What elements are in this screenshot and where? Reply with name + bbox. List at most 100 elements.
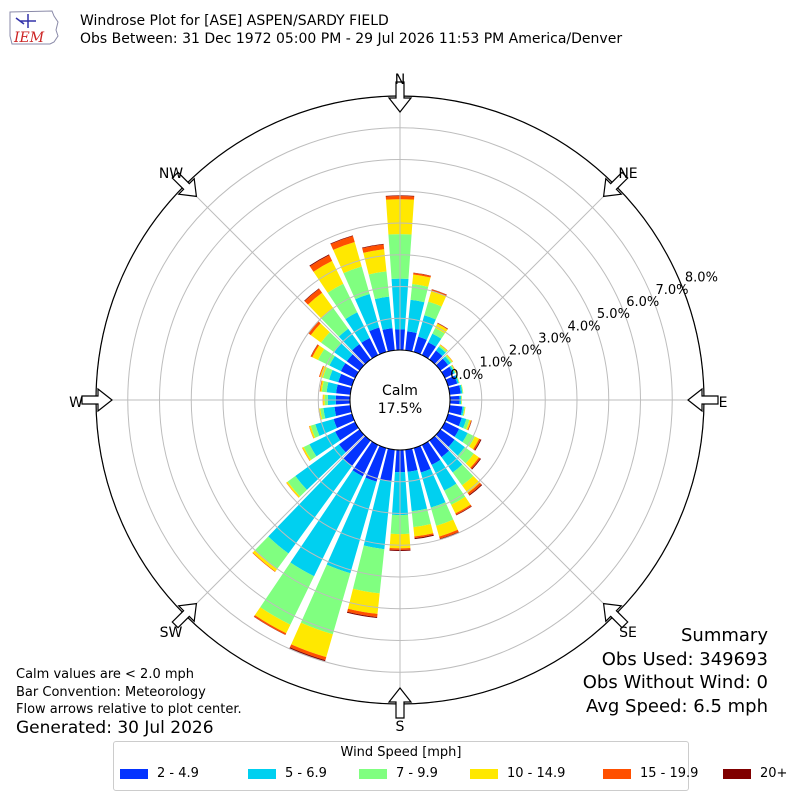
bar-40-3	[439, 344, 448, 352]
legend-item: 20+	[723, 766, 787, 781]
bar-300-3	[312, 345, 325, 360]
bar-330-5	[309, 254, 330, 267]
legend-item: 15 - 19.9	[603, 766, 698, 781]
bar-200-4	[289, 644, 327, 661]
legend-label: 10 - 14.9	[507, 766, 566, 781]
bar-150-5	[456, 505, 472, 516]
bar-140-5	[468, 484, 483, 496]
legend-swatch	[248, 768, 276, 779]
summary-panel: Summary Obs Used: 349693 Obs Without Win…	[583, 624, 768, 718]
bar-220-2	[254, 536, 289, 569]
bar-260-0	[334, 405, 352, 416]
bar-310-2	[321, 332, 342, 352]
bar-310-3	[310, 323, 330, 343]
bar-240-0	[335, 421, 359, 441]
grid-spoke-3	[435, 435, 616, 616]
bar-110-0	[445, 413, 462, 427]
bar-250-3	[309, 425, 316, 439]
arrow-ne-icon	[602, 171, 629, 198]
chart-title: Windrose Plot for [ASE] ASPEN/SARDY FIEL…	[80, 12, 622, 48]
note-flow: Flow arrows relative to plot center.	[16, 702, 242, 717]
bar-310-1	[333, 343, 353, 362]
legend-title: Wind Speed [mph]	[340, 745, 462, 760]
bar-240-2	[303, 444, 317, 460]
bar-110-1	[458, 417, 467, 429]
legend-label: 2 - 4.9	[157, 766, 199, 781]
bar-230-1	[295, 444, 346, 490]
bar-40-1	[435, 346, 446, 357]
legend-label: 7 - 9.9	[396, 766, 438, 781]
arrow-nw-icon	[171, 171, 198, 198]
bar-80-0	[448, 385, 461, 395]
bar-130-0	[435, 429, 455, 447]
bar-110-2	[463, 419, 470, 430]
bar-170-0	[405, 448, 418, 472]
title-line-2: Obs Between: 31 Dec 1972 05:00 PM - 29 J…	[80, 31, 623, 47]
bar-280-0	[336, 384, 352, 395]
bar-150-2	[444, 483, 466, 505]
bar-120-1	[454, 428, 468, 443]
bar-10-4	[413, 272, 431, 278]
arrow-e-icon	[687, 387, 719, 413]
bar-230-3	[286, 481, 301, 498]
bar-340-3	[333, 242, 362, 274]
radial-tick-7: 7.0%	[656, 283, 689, 298]
bar-330-2	[327, 283, 358, 320]
iem-logo: IEM	[9, 10, 59, 46]
bar-330-3	[313, 260, 344, 293]
bar-330-4	[309, 255, 333, 272]
bar-190-1	[363, 479, 392, 550]
bar-10-5	[413, 272, 431, 277]
bar-130-1	[448, 439, 465, 456]
arrow-se-icon	[602, 602, 629, 629]
bar-100-1	[460, 406, 464, 416]
bar-350-3	[363, 249, 387, 275]
grid-spoke-1	[435, 184, 616, 365]
summary-obs-used: Obs Used: 349693	[601, 648, 768, 670]
bar-70-1	[454, 375, 459, 384]
bar-130-5	[471, 458, 482, 470]
notes-panel: Calm values are < 2.0 mph Bar Convention…	[16, 666, 242, 719]
bar-120-2	[462, 433, 475, 447]
radial-tick-0: 0.0%	[450, 368, 483, 383]
bar-100-2	[462, 406, 465, 416]
bar-140-2	[452, 464, 474, 486]
bar-30-2	[432, 327, 445, 339]
bar-350-0	[382, 328, 395, 352]
radial-tick-5: 5.0%	[597, 307, 630, 322]
bar-160-0	[413, 445, 431, 473]
legend-items: 2 - 4.9 5 - 6.9 7 - 9.9 10 - 14.9 15 - 19.9 2…	[114, 766, 787, 788]
bar-330-0	[361, 337, 379, 359]
logo-plane-icon	[15, 14, 36, 28]
legend-item: 10 - 14.9	[470, 766, 565, 781]
bar-60-3	[451, 364, 457, 373]
legend-item: 7 - 9.9	[359, 766, 438, 781]
legend-label: 20+	[760, 766, 788, 781]
bar-110-4	[467, 420, 472, 431]
radial-tick-8: 8.0%	[685, 271, 718, 286]
direction-label-nw: NW	[159, 166, 183, 182]
bar-350-4	[362, 244, 385, 253]
bar-190-3	[347, 588, 380, 614]
bar-210-0	[352, 441, 379, 477]
bar-200-5	[289, 647, 326, 662]
bar-20-0	[413, 336, 427, 355]
bar-320-5	[304, 288, 320, 302]
bar-70-3	[456, 374, 460, 383]
bar-320-0	[352, 344, 371, 365]
bar-300-1	[329, 356, 346, 372]
direction-label-sw: SW	[160, 625, 183, 641]
bar-340-5	[330, 235, 353, 245]
bar-330-1	[345, 312, 370, 343]
radial-tick-6: 6.0%	[626, 295, 659, 310]
bar-150-3	[451, 496, 471, 514]
bar-10-1	[407, 299, 425, 333]
bar-60-2	[450, 365, 456, 374]
bar-50-3	[446, 354, 453, 363]
bar-80-2	[460, 384, 463, 394]
bar-70-2	[455, 374, 460, 384]
bar-50-1	[442, 356, 451, 366]
bar-240-3	[302, 446, 312, 461]
bar-300-4	[310, 344, 320, 358]
radial-tick-1: 1.0%	[480, 356, 513, 371]
